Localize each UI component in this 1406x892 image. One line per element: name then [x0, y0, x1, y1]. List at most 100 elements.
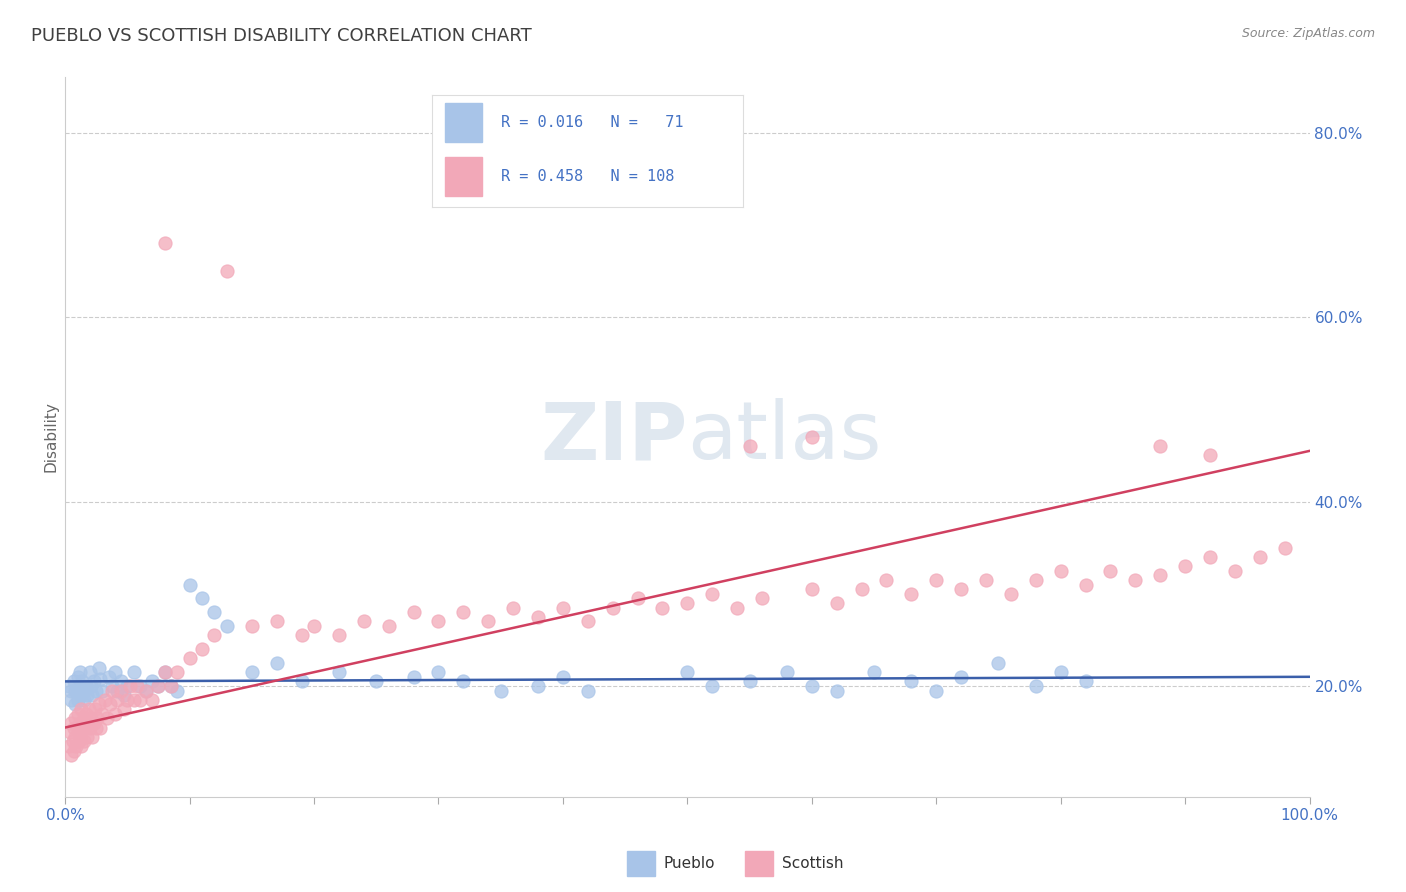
Point — [851, 582, 873, 597]
Point — [76, 688, 98, 702]
Point — [974, 573, 997, 587]
Point — [900, 674, 922, 689]
Point — [83, 674, 105, 689]
Point — [800, 430, 823, 444]
Point — [101, 683, 124, 698]
Point — [58, 739, 80, 753]
Point — [105, 683, 128, 698]
Point — [427, 665, 450, 680]
Point — [527, 610, 550, 624]
Point — [79, 665, 101, 680]
Y-axis label: Disability: Disability — [44, 401, 58, 473]
Point — [69, 665, 91, 680]
Point — [87, 698, 110, 712]
Point — [925, 573, 948, 587]
Point — [738, 439, 761, 453]
Point — [73, 683, 96, 698]
Point — [215, 619, 238, 633]
Point — [69, 679, 91, 693]
Point — [179, 651, 201, 665]
Point — [1049, 665, 1071, 680]
Point — [377, 619, 399, 633]
Point — [80, 679, 103, 693]
Point — [626, 591, 648, 606]
Point — [328, 628, 350, 642]
Point — [925, 683, 948, 698]
Point — [63, 683, 86, 698]
Point — [1174, 559, 1197, 574]
Point — [63, 711, 86, 725]
Point — [135, 683, 157, 698]
Point — [353, 615, 375, 629]
Point — [1249, 549, 1271, 564]
Point — [135, 683, 157, 698]
Point — [97, 670, 120, 684]
Point — [62, 721, 84, 735]
Point — [76, 730, 98, 744]
Point — [66, 670, 89, 684]
Point — [79, 721, 101, 735]
Point — [328, 665, 350, 680]
Point — [240, 619, 263, 633]
Point — [427, 615, 450, 629]
Point — [84, 683, 107, 698]
Point — [751, 591, 773, 606]
Point — [676, 665, 699, 680]
Point — [104, 706, 127, 721]
Point — [950, 582, 973, 597]
Point — [141, 674, 163, 689]
Point — [80, 711, 103, 725]
Point — [87, 660, 110, 674]
Point — [117, 693, 139, 707]
Point — [875, 573, 897, 587]
Point — [117, 679, 139, 693]
Point — [402, 605, 425, 619]
Point — [266, 615, 288, 629]
Text: Scottish: Scottish — [782, 856, 844, 871]
Point — [69, 715, 91, 730]
Point — [302, 619, 325, 633]
Point — [70, 688, 93, 702]
Point — [66, 693, 89, 707]
Point — [66, 721, 89, 735]
Point — [118, 679, 141, 693]
Point — [86, 711, 108, 725]
Point — [60, 693, 83, 707]
Point — [72, 721, 94, 735]
Point — [453, 674, 475, 689]
Point — [725, 600, 748, 615]
Point — [240, 665, 263, 680]
Point — [63, 698, 86, 712]
Point — [58, 679, 80, 693]
Point — [1049, 564, 1071, 578]
Point — [75, 679, 97, 693]
Point — [702, 679, 724, 693]
Point — [576, 615, 599, 629]
Point — [72, 674, 94, 689]
Point — [191, 591, 214, 606]
Point — [84, 702, 107, 716]
Point — [160, 679, 183, 693]
Point — [110, 674, 132, 689]
Point — [101, 679, 124, 693]
Point — [863, 665, 886, 680]
Point — [800, 582, 823, 597]
Point — [82, 730, 104, 744]
Point — [453, 605, 475, 619]
Point — [215, 264, 238, 278]
Point — [738, 674, 761, 689]
Point — [191, 642, 214, 657]
Point — [148, 679, 170, 693]
Point — [266, 656, 288, 670]
Point — [94, 693, 117, 707]
Point — [91, 683, 114, 698]
Point — [489, 683, 512, 698]
Text: ZIP: ZIP — [540, 398, 688, 476]
Point — [82, 688, 104, 702]
Point — [96, 711, 118, 725]
Point — [105, 693, 128, 707]
Point — [900, 587, 922, 601]
Point — [91, 706, 114, 721]
Point — [128, 693, 150, 707]
Point — [66, 706, 89, 721]
